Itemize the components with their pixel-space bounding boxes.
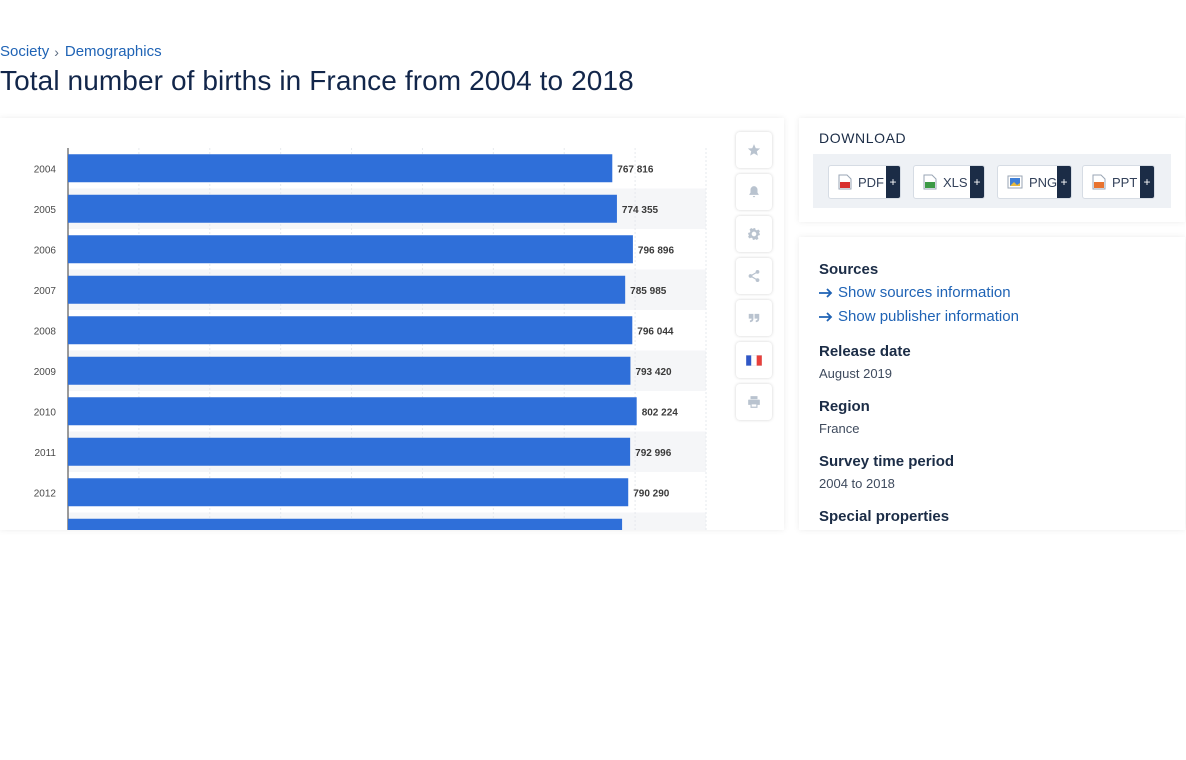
- show-publisher-link[interactable]: Show publisher information: [819, 308, 1019, 325]
- statistic-info-panel: Sources Show sources information Show pu…: [799, 237, 1185, 530]
- bar: [68, 397, 637, 426]
- survey-period-value: 2004 to 2018: [819, 476, 895, 491]
- breadcrumb-separator: ›: [54, 43, 59, 60]
- favorite-button[interactable]: [736, 132, 772, 168]
- download-pdf-label: PDF: [858, 174, 884, 190]
- show-publisher-label: Show publisher information: [838, 308, 1019, 325]
- breadcrumb-society[interactable]: Society: [0, 43, 50, 60]
- bar: [68, 194, 617, 223]
- bar: [68, 154, 613, 183]
- french-flag-icon: [746, 354, 762, 366]
- share-icon: [748, 270, 760, 282]
- survey-period-heading: Survey time period: [819, 453, 955, 470]
- download-xls-button[interactable]: XLS +: [913, 165, 985, 199]
- download-title: DOWNLOAD: [819, 130, 907, 146]
- y-tick-label: 2005: [34, 205, 57, 216]
- share-button[interactable]: [736, 258, 772, 294]
- ppt-file-icon: [1092, 174, 1106, 190]
- y-tick-label: 2006: [34, 245, 57, 256]
- data-label: 774 355: [622, 205, 659, 216]
- notification-button[interactable]: [736, 174, 772, 210]
- data-label: 802 224: [642, 407, 679, 418]
- bar: [68, 437, 631, 466]
- cite-button[interactable]: [736, 300, 772, 336]
- star-icon: [747, 144, 761, 156]
- y-tick-label: 2010: [34, 407, 57, 418]
- download-ppt-label: PPT: [1112, 174, 1138, 190]
- print-button[interactable]: [736, 384, 772, 420]
- quote-icon: [748, 313, 760, 323]
- download-png-button[interactable]: PNG +: [997, 165, 1072, 199]
- bell-icon: [749, 186, 759, 198]
- language-button[interactable]: [736, 342, 772, 378]
- download-panel: DOWNLOAD PDF + XLS + PNG + PPT +: [799, 118, 1185, 222]
- download-png-label: PNG: [1029, 174, 1058, 190]
- download-buttons: PDF + XLS + PNG + PPT +: [813, 154, 1171, 208]
- data-label: 767 816: [617, 164, 654, 175]
- data-label: 796 044: [637, 326, 674, 337]
- data-label: 792 996: [635, 448, 672, 459]
- y-tick-label: 2009: [34, 367, 57, 378]
- xls-file-icon: [923, 174, 937, 190]
- breadcrumb: Society › Demographics: [0, 43, 162, 60]
- breadcrumb-demographics[interactable]: Demographics: [64, 43, 162, 60]
- bar: [68, 235, 633, 264]
- page-title: Total number of births in France from 20…: [0, 65, 634, 96]
- show-sources-link[interactable]: Show sources information: [819, 284, 1011, 301]
- data-label: 793 420: [635, 367, 672, 378]
- pdf-file-icon: [838, 174, 852, 190]
- chart-card: 767 816 2004 774 355 2005 796 896 2006 785 985…: [0, 118, 784, 530]
- y-tick-label: 2007: [34, 286, 57, 297]
- y-tick-label: 2012: [34, 488, 57, 499]
- y-tick-label: 2008: [34, 326, 57, 337]
- download-ppt-button[interactable]: PPT +: [1082, 165, 1155, 199]
- data-label: 796 896: [638, 245, 675, 256]
- show-sources-label: Show sources information: [838, 284, 1011, 301]
- bar: [68, 356, 631, 385]
- arrow-right-icon: [819, 287, 833, 298]
- special-properties-heading: Special properties: [819, 508, 950, 525]
- y-tick-label: 2004: [34, 164, 57, 175]
- settings-button[interactable]: [736, 216, 772, 252]
- arrow-right-icon: [819, 311, 833, 322]
- release-date-value: August 2019: [819, 366, 893, 381]
- data-label: 785 985: [630, 286, 667, 297]
- release-date-heading: Release date: [819, 343, 911, 360]
- region-value: France: [819, 421, 860, 436]
- bar-chart: 767 816 2004 774 355 2005 796 896 2006 785 985…: [34, 148, 707, 530]
- data-label: 790 290: [633, 488, 670, 499]
- download-pdf-button[interactable]: PDF +: [828, 165, 901, 199]
- bar: [68, 478, 629, 507]
- download-xls-plus: +: [970, 166, 984, 198]
- gear-icon: [748, 228, 760, 240]
- bar: [68, 275, 626, 304]
- chart-tools: [736, 132, 772, 420]
- bar: [68, 316, 633, 345]
- download-pdf-plus: +: [886, 166, 900, 198]
- download-ppt-plus: +: [1140, 166, 1154, 198]
- download-xls-label: XLS: [943, 174, 968, 190]
- sources-heading: Sources: [819, 261, 879, 278]
- png-file-icon: [1007, 175, 1023, 189]
- printer-icon: [748, 396, 760, 408]
- region-heading: Region: [819, 398, 870, 415]
- y-tick-label: 2011: [34, 448, 56, 459]
- download-png-plus: +: [1057, 166, 1071, 198]
- bar: [68, 518, 623, 530]
